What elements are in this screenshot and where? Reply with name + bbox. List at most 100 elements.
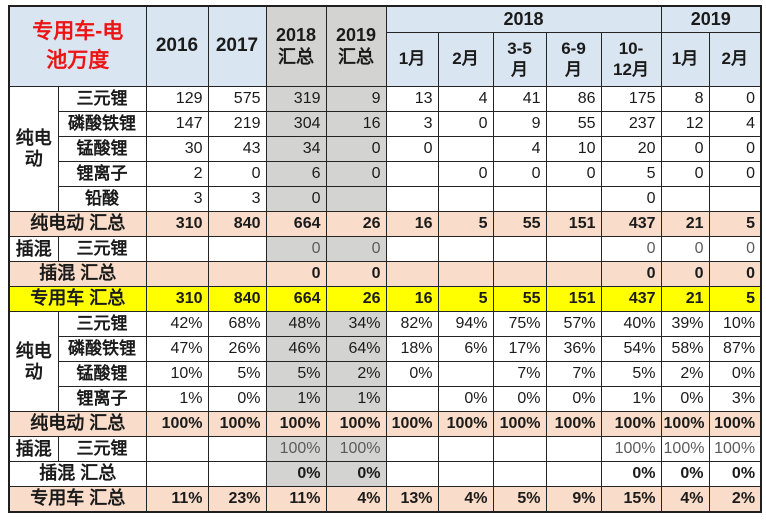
data-cell: 10 <box>545 136 602 162</box>
data-cell: 0 <box>325 236 387 262</box>
data-cell <box>492 261 547 287</box>
data-cell: 129 <box>145 86 209 112</box>
data-cell: 1% <box>265 386 327 412</box>
col-header-2017: 2017 <box>207 5 267 87</box>
data-cell: 0 <box>385 136 439 162</box>
data-cell: 30 <box>145 136 209 162</box>
data-cell: 437 <box>600 286 662 312</box>
data-cell: 840 <box>207 211 267 237</box>
row-ev-lead-acid: 铅酸 3 3 0 0 <box>9 186 762 212</box>
data-cell: 100% <box>325 411 387 437</box>
data-cell: 4% <box>325 486 387 513</box>
data-cell: 64% <box>325 336 387 362</box>
col-header-2016: 2016 <box>145 5 209 87</box>
data-cell: 15% <box>600 486 662 513</box>
data-cell: 304 <box>265 111 327 137</box>
data-cell <box>437 436 494 462</box>
data-cell: 7% <box>545 361 602 387</box>
data-cell: 11% <box>265 486 327 513</box>
summary-label: 纯电动 汇总 <box>8 411 147 437</box>
data-cell: 437 <box>600 211 662 237</box>
data-cell: 0% <box>492 386 547 412</box>
data-cell: 3 <box>145 186 209 212</box>
data-cell <box>385 386 439 412</box>
data-cell: 147 <box>145 111 209 137</box>
row-ev-lfp-share: 磷酸铁锂 47% 26% 46% 64% 18% 6% 17% 36% 54% … <box>9 336 762 362</box>
data-cell: 0% <box>265 461 327 487</box>
col-header-2018-total: 2018 汇总 <box>265 5 327 87</box>
data-cell <box>545 436 602 462</box>
data-cell <box>385 461 439 487</box>
group-label-ev: 纯电动 <box>8 86 59 212</box>
col-header-2018-mar-may: 3-5 月 <box>492 32 547 87</box>
row-label: 锰酸锂 <box>57 136 147 162</box>
data-cell: 13 <box>385 86 439 112</box>
row-label: 锂离子 <box>57 386 147 412</box>
summary-label: 插混 汇总 <box>8 261 147 287</box>
data-cell: 100% <box>545 411 602 437</box>
data-cell <box>437 261 494 287</box>
data-cell: 0% <box>207 386 267 412</box>
data-cell: 11% <box>145 486 209 513</box>
data-cell: 86 <box>545 86 602 112</box>
data-cell: 2% <box>325 361 387 387</box>
row-ev-lmo: 锰酸锂 30 43 34 0 0 4 10 20 0 0 <box>9 136 762 162</box>
data-cell: 3 <box>207 186 267 212</box>
data-cell: 100% <box>660 436 710 462</box>
data-cell: 16 <box>385 286 439 312</box>
data-cell <box>385 261 439 287</box>
data-cell: 319 <box>265 86 327 112</box>
col-header-2018-oct-dec: 10- 12月 <box>600 32 662 87</box>
data-cell: 55 <box>545 111 602 137</box>
data-cell <box>325 186 387 212</box>
data-cell: 1% <box>325 386 387 412</box>
data-cell <box>545 261 602 287</box>
data-cell: 0% <box>708 361 762 387</box>
data-cell: 46% <box>265 336 327 362</box>
data-cell: 9 <box>325 86 387 112</box>
data-cell: 0 <box>708 261 762 287</box>
data-cell: 9 <box>492 111 547 137</box>
data-cell: 840 <box>207 286 267 312</box>
data-cell: 26 <box>325 211 387 237</box>
col-header-2018-jan: 1月 <box>385 32 439 87</box>
row-label: 三元锂 <box>57 236 147 262</box>
data-cell <box>385 161 439 187</box>
data-cell <box>437 461 494 487</box>
data-cell: 87% <box>708 336 762 362</box>
data-cell: 0 <box>325 161 387 187</box>
data-cell: 0 <box>660 136 710 162</box>
data-cell: 0% <box>545 386 602 412</box>
row-label: 磷酸铁锂 <box>57 336 147 362</box>
data-cell: 3 <box>385 111 439 137</box>
col-header-2019-total: 2019 汇总 <box>325 5 387 87</box>
data-cell: 57% <box>545 311 602 337</box>
data-cell: 575 <box>207 86 267 112</box>
col-header-2018-jun-sep: 6-9 月 <box>545 32 602 87</box>
data-cell: 664 <box>265 286 327 312</box>
data-cell: 0 <box>437 161 494 187</box>
data-cell: 4% <box>660 486 710 513</box>
data-cell: 5% <box>265 361 327 387</box>
data-cell: 10% <box>708 311 762 337</box>
col-header-2018-feb: 2月 <box>437 32 494 87</box>
data-cell <box>437 236 494 262</box>
data-cell: 16 <box>325 111 387 137</box>
data-cell: 0 <box>600 186 662 212</box>
data-cell: 0 <box>600 236 662 262</box>
row-grand-total-share: 专用车 汇总 11% 23% 11% 4% 13% 4% 5% 9% 15% 4… <box>8 486 762 513</box>
data-cell: 9% <box>545 486 602 513</box>
data-cell: 34 <box>265 136 327 162</box>
data-cell: 68% <box>207 311 267 337</box>
data-cell: 42% <box>145 311 209 337</box>
data-cell: 21 <box>660 211 710 237</box>
data-cell: 5 <box>437 211 494 237</box>
data-cell <box>437 136 494 162</box>
data-cell: 100% <box>708 411 762 437</box>
data-cell: 0 <box>325 136 387 162</box>
data-cell: 0% <box>437 386 494 412</box>
data-cell: 6 <box>265 161 327 187</box>
summary-label: 纯电动 汇总 <box>8 211 147 237</box>
data-cell: 43 <box>207 136 267 162</box>
data-cell: 17% <box>492 336 547 362</box>
